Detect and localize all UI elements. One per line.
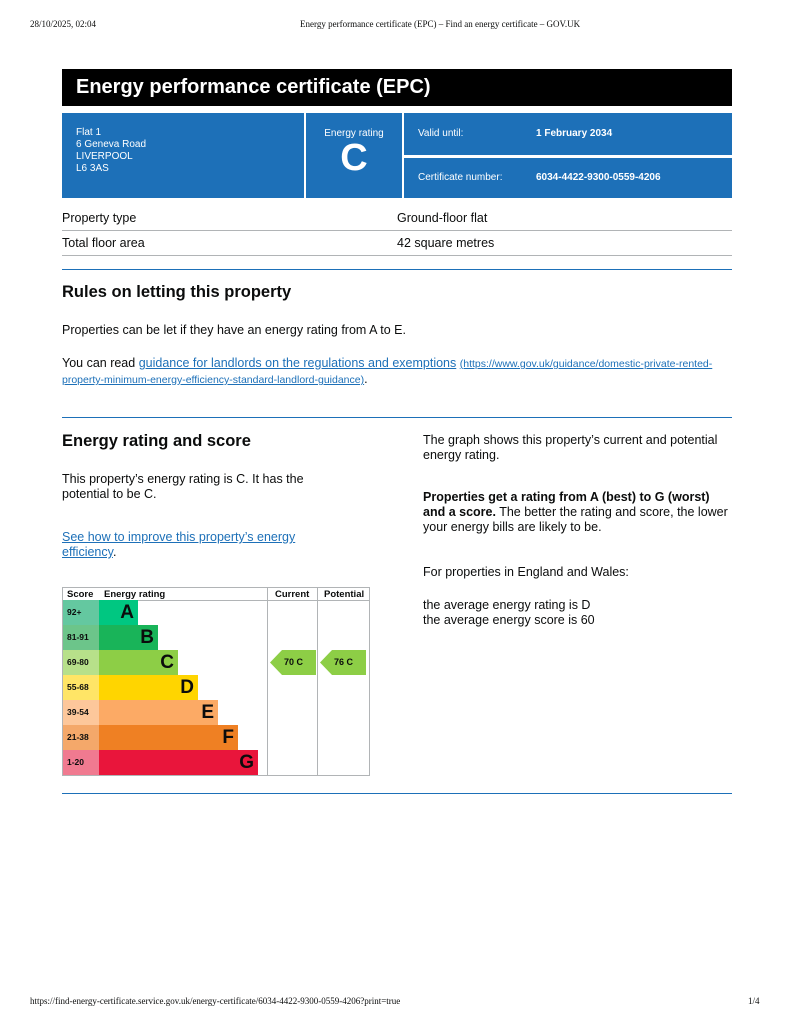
print-page-number: 1/4	[748, 996, 760, 1006]
band-score-G: 1-20	[63, 750, 99, 775]
text: Properties get a rating from A (best) to…	[423, 490, 710, 519]
address-box: Flat 1 6 Geneva Road LIVERPOOL L6 3AS	[62, 113, 304, 198]
rules-text: Properties can be let if they have an en…	[62, 323, 406, 337]
graph-description: The graph shows this property’s current …	[423, 433, 718, 462]
band-bar-E: E	[99, 700, 218, 725]
property-type-label: Property type	[62, 211, 137, 225]
rating-value: C	[340, 137, 368, 179]
score-text: This property’s energy rating is C. It h…	[62, 472, 304, 501]
band-score-F: 21-38	[63, 725, 99, 750]
header-score: Score	[67, 589, 94, 600]
valid-until-label: Valid until:	[418, 128, 464, 139]
text: .	[112, 545, 117, 559]
address-line: 6 Geneva Road	[76, 139, 147, 150]
score-heading: Energy rating and score	[62, 432, 251, 450]
address-line: LIVERPOOL	[76, 151, 133, 162]
header-divider	[63, 600, 369, 601]
landlord-guidance-url[interactable]: (https://www.gov.uk/guidance/domestic-pr…	[62, 358, 713, 386]
rating-label: Energy rating	[324, 128, 384, 139]
current-rating-arrow: 70 C	[270, 650, 316, 675]
header-potential: Potential	[324, 589, 365, 600]
certificate-number-value: 6034-4422-9300-0559-4206	[536, 172, 661, 183]
band-score-B: 81-91	[63, 625, 99, 650]
band-score-C: 69-80	[63, 650, 99, 675]
band-score-D: 55-68	[63, 675, 99, 700]
address-line: Flat 1	[76, 127, 102, 138]
certificate-number-label: Certificate number:	[418, 172, 503, 183]
rating-box: Energy rating C	[306, 113, 402, 198]
rules-heading: Rules on letting this property	[62, 283, 292, 301]
column-divider	[267, 588, 268, 775]
print-page-title: Energy performance certificate (EPC) – F…	[300, 19, 581, 29]
header-current: Current	[275, 589, 310, 600]
section-divider	[62, 417, 732, 418]
band-bar-G: G	[99, 750, 258, 775]
potential-rating-arrow: 76 C	[320, 650, 366, 675]
floor-area-label: Total floor area	[62, 236, 145, 250]
landlord-guidance-link[interactable]: guidance for landlords on the regulation…	[138, 356, 457, 370]
band-bar-A: A	[99, 600, 138, 625]
average-score-text: the average energy score is 60	[423, 613, 595, 627]
page-title: Energy performance certificate (EPC)	[62, 69, 732, 106]
address-line: L6 3AS	[76, 163, 109, 174]
band-bar-C: C	[99, 650, 178, 675]
band-score-A: 92+	[63, 600, 99, 625]
column-divider	[317, 588, 318, 775]
section-divider	[62, 269, 732, 270]
property-type-value: Ground-floor flat	[397, 211, 488, 225]
valid-until-value: 1 February 2034	[536, 128, 613, 139]
certificate-number-box: Certificate number: 6034-4422-9300-0559-…	[404, 158, 732, 198]
header-energy-rating: Energy rating	[104, 589, 166, 600]
floor-area-value: 42 square metres	[397, 236, 495, 250]
text: You can read	[62, 356, 139, 370]
energy-rating-chart: Score Energy rating Current Potential 92…	[62, 587, 370, 776]
average-rating-text: the average energy rating is D	[423, 598, 591, 612]
text: The better the rating and score, the low…	[423, 505, 728, 534]
rating-explanation: Properties get a rating from A (best) to…	[423, 490, 733, 535]
band-bar-D: D	[99, 675, 198, 700]
print-datetime: 28/10/2025, 02:04	[30, 19, 97, 29]
improve-efficiency-link[interactable]: See how to improve this property’s energ…	[62, 530, 296, 559]
section-divider	[62, 793, 732, 794]
text: .	[364, 372, 368, 386]
band-bar-F: F	[99, 725, 238, 750]
valid-until-box: Valid until: 1 February 2034	[404, 113, 732, 155]
band-score-E: 39-54	[63, 700, 99, 725]
region-text: For properties in England and Wales:	[423, 565, 629, 579]
print-url: https://find-energy-certificate.service.…	[30, 996, 401, 1006]
band-bar-B: B	[99, 625, 158, 650]
divider	[62, 230, 732, 231]
rules-guidance-text: You can read guidance for landlords on t…	[62, 356, 722, 388]
divider	[62, 255, 732, 256]
